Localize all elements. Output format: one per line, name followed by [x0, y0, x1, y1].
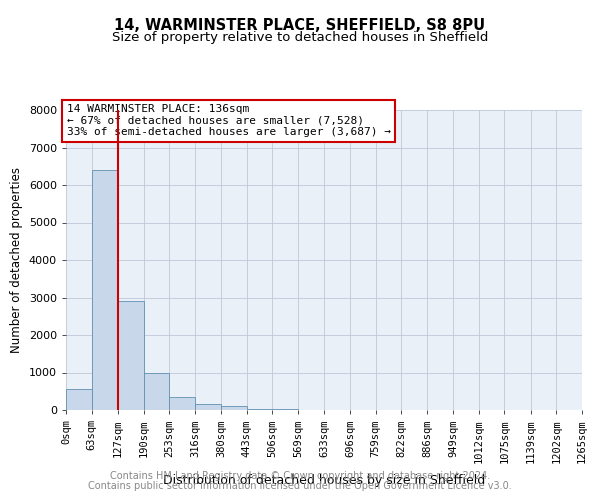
- Text: 14, WARMINSTER PLACE, SHEFFIELD, S8 8PU: 14, WARMINSTER PLACE, SHEFFIELD, S8 8PU: [115, 18, 485, 32]
- Text: Contains public sector information licensed under the Open Government Licence v3: Contains public sector information licen…: [88, 481, 512, 491]
- Bar: [195, 404, 221, 410]
- Bar: [92, 170, 118, 410]
- Bar: [66, 389, 92, 410]
- Y-axis label: Number of detached properties: Number of detached properties: [10, 167, 23, 353]
- Bar: [143, 372, 169, 410]
- Text: 14 WARMINSTER PLACE: 136sqm
← 67% of detached houses are smaller (7,528)
33% of : 14 WARMINSTER PLACE: 136sqm ← 67% of det…: [67, 104, 391, 137]
- Text: Contains HM Land Registry data © Crown copyright and database right 2024.: Contains HM Land Registry data © Crown c…: [110, 471, 490, 481]
- Text: Size of property relative to detached houses in Sheffield: Size of property relative to detached ho…: [112, 31, 488, 44]
- Bar: [221, 406, 247, 410]
- X-axis label: Distribution of detached houses by size in Sheffield: Distribution of detached houses by size …: [163, 474, 485, 487]
- Bar: [247, 409, 272, 410]
- Bar: [169, 396, 195, 410]
- Bar: [118, 301, 143, 410]
